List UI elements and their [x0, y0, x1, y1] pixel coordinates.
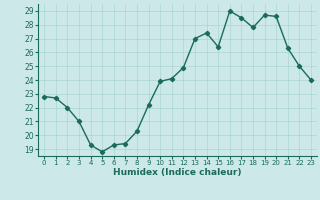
X-axis label: Humidex (Indice chaleur): Humidex (Indice chaleur) — [113, 168, 242, 177]
